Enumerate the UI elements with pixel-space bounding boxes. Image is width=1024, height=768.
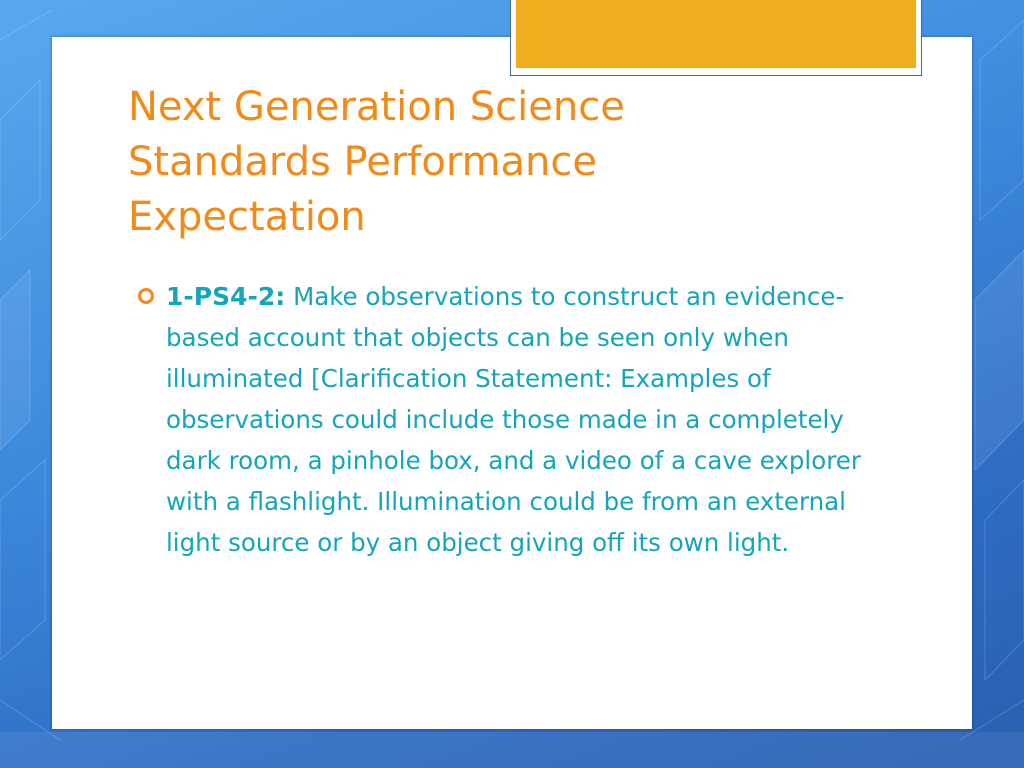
bullet-list: 1-PS4-2: Make observations to construct … [128, 276, 868, 563]
standard-description: Make observations to construct an eviden… [166, 282, 861, 557]
content-panel [52, 37, 972, 729]
slide-title: Next Generation Science Standards Perfor… [128, 84, 625, 240]
standard-code: 1-PS4-2: [166, 282, 286, 311]
accent-block [516, 0, 916, 68]
bullet-item: 1-PS4-2: Make observations to construct … [128, 276, 868, 563]
ring-bullet-icon [138, 288, 154, 304]
